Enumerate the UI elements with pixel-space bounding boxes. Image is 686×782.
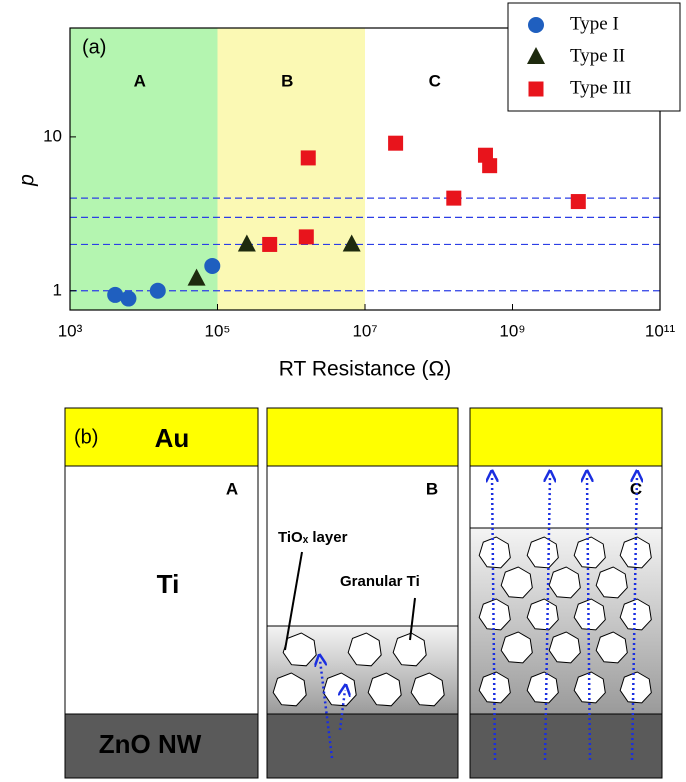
point	[571, 194, 586, 209]
legend-label: Type III	[570, 77, 631, 98]
point	[262, 237, 277, 252]
region-letter: A	[226, 479, 238, 498]
legend-label: Type I	[570, 13, 619, 34]
ti-label: Ti	[157, 569, 180, 599]
zno-label: ZnO NW	[99, 729, 202, 759]
au-label: Au	[155, 423, 190, 453]
zno-layer	[267, 714, 458, 778]
panel-label: (a)	[82, 36, 106, 58]
panel-label: (b)	[74, 426, 98, 448]
region-letter: B	[426, 479, 438, 498]
x-axis-label: RT Resistance (Ω)	[279, 358, 451, 381]
au-layer	[267, 408, 458, 466]
point	[299, 229, 314, 244]
annotation: TiOₓ layer	[278, 529, 348, 546]
x-tick-label: 10⁷	[352, 321, 377, 340]
legend-marker	[529, 82, 544, 97]
y-tick-label: 1	[53, 280, 62, 299]
point	[388, 136, 403, 151]
region-label: A	[134, 71, 146, 90]
point	[150, 283, 166, 299]
x-tick-label: 10¹¹	[645, 321, 676, 340]
y-axis-label: p	[16, 174, 39, 187]
point	[204, 258, 220, 274]
region-label: C	[429, 71, 441, 90]
figure: A B C 10³ 10⁵ 10⁷ 10⁹ 10¹¹ 1 10 RT Resistance (Ω) p…	[0, 0, 686, 782]
region	[70, 28, 218, 310]
point	[446, 191, 461, 206]
point	[482, 158, 497, 173]
region-label: B	[281, 71, 293, 90]
annotation: Granular Ti	[340, 573, 420, 590]
point	[120, 291, 136, 307]
point	[301, 150, 316, 165]
y-tick-label: 10	[43, 126, 62, 145]
x-tick-label: 10³	[58, 321, 83, 340]
legend-label: Type II	[570, 45, 625, 66]
x-tick-label: 10⁵	[205, 321, 231, 340]
x-tick-label: 10⁹	[499, 321, 525, 340]
region	[218, 28, 366, 310]
legend-marker	[528, 17, 544, 33]
au-layer	[470, 408, 662, 466]
